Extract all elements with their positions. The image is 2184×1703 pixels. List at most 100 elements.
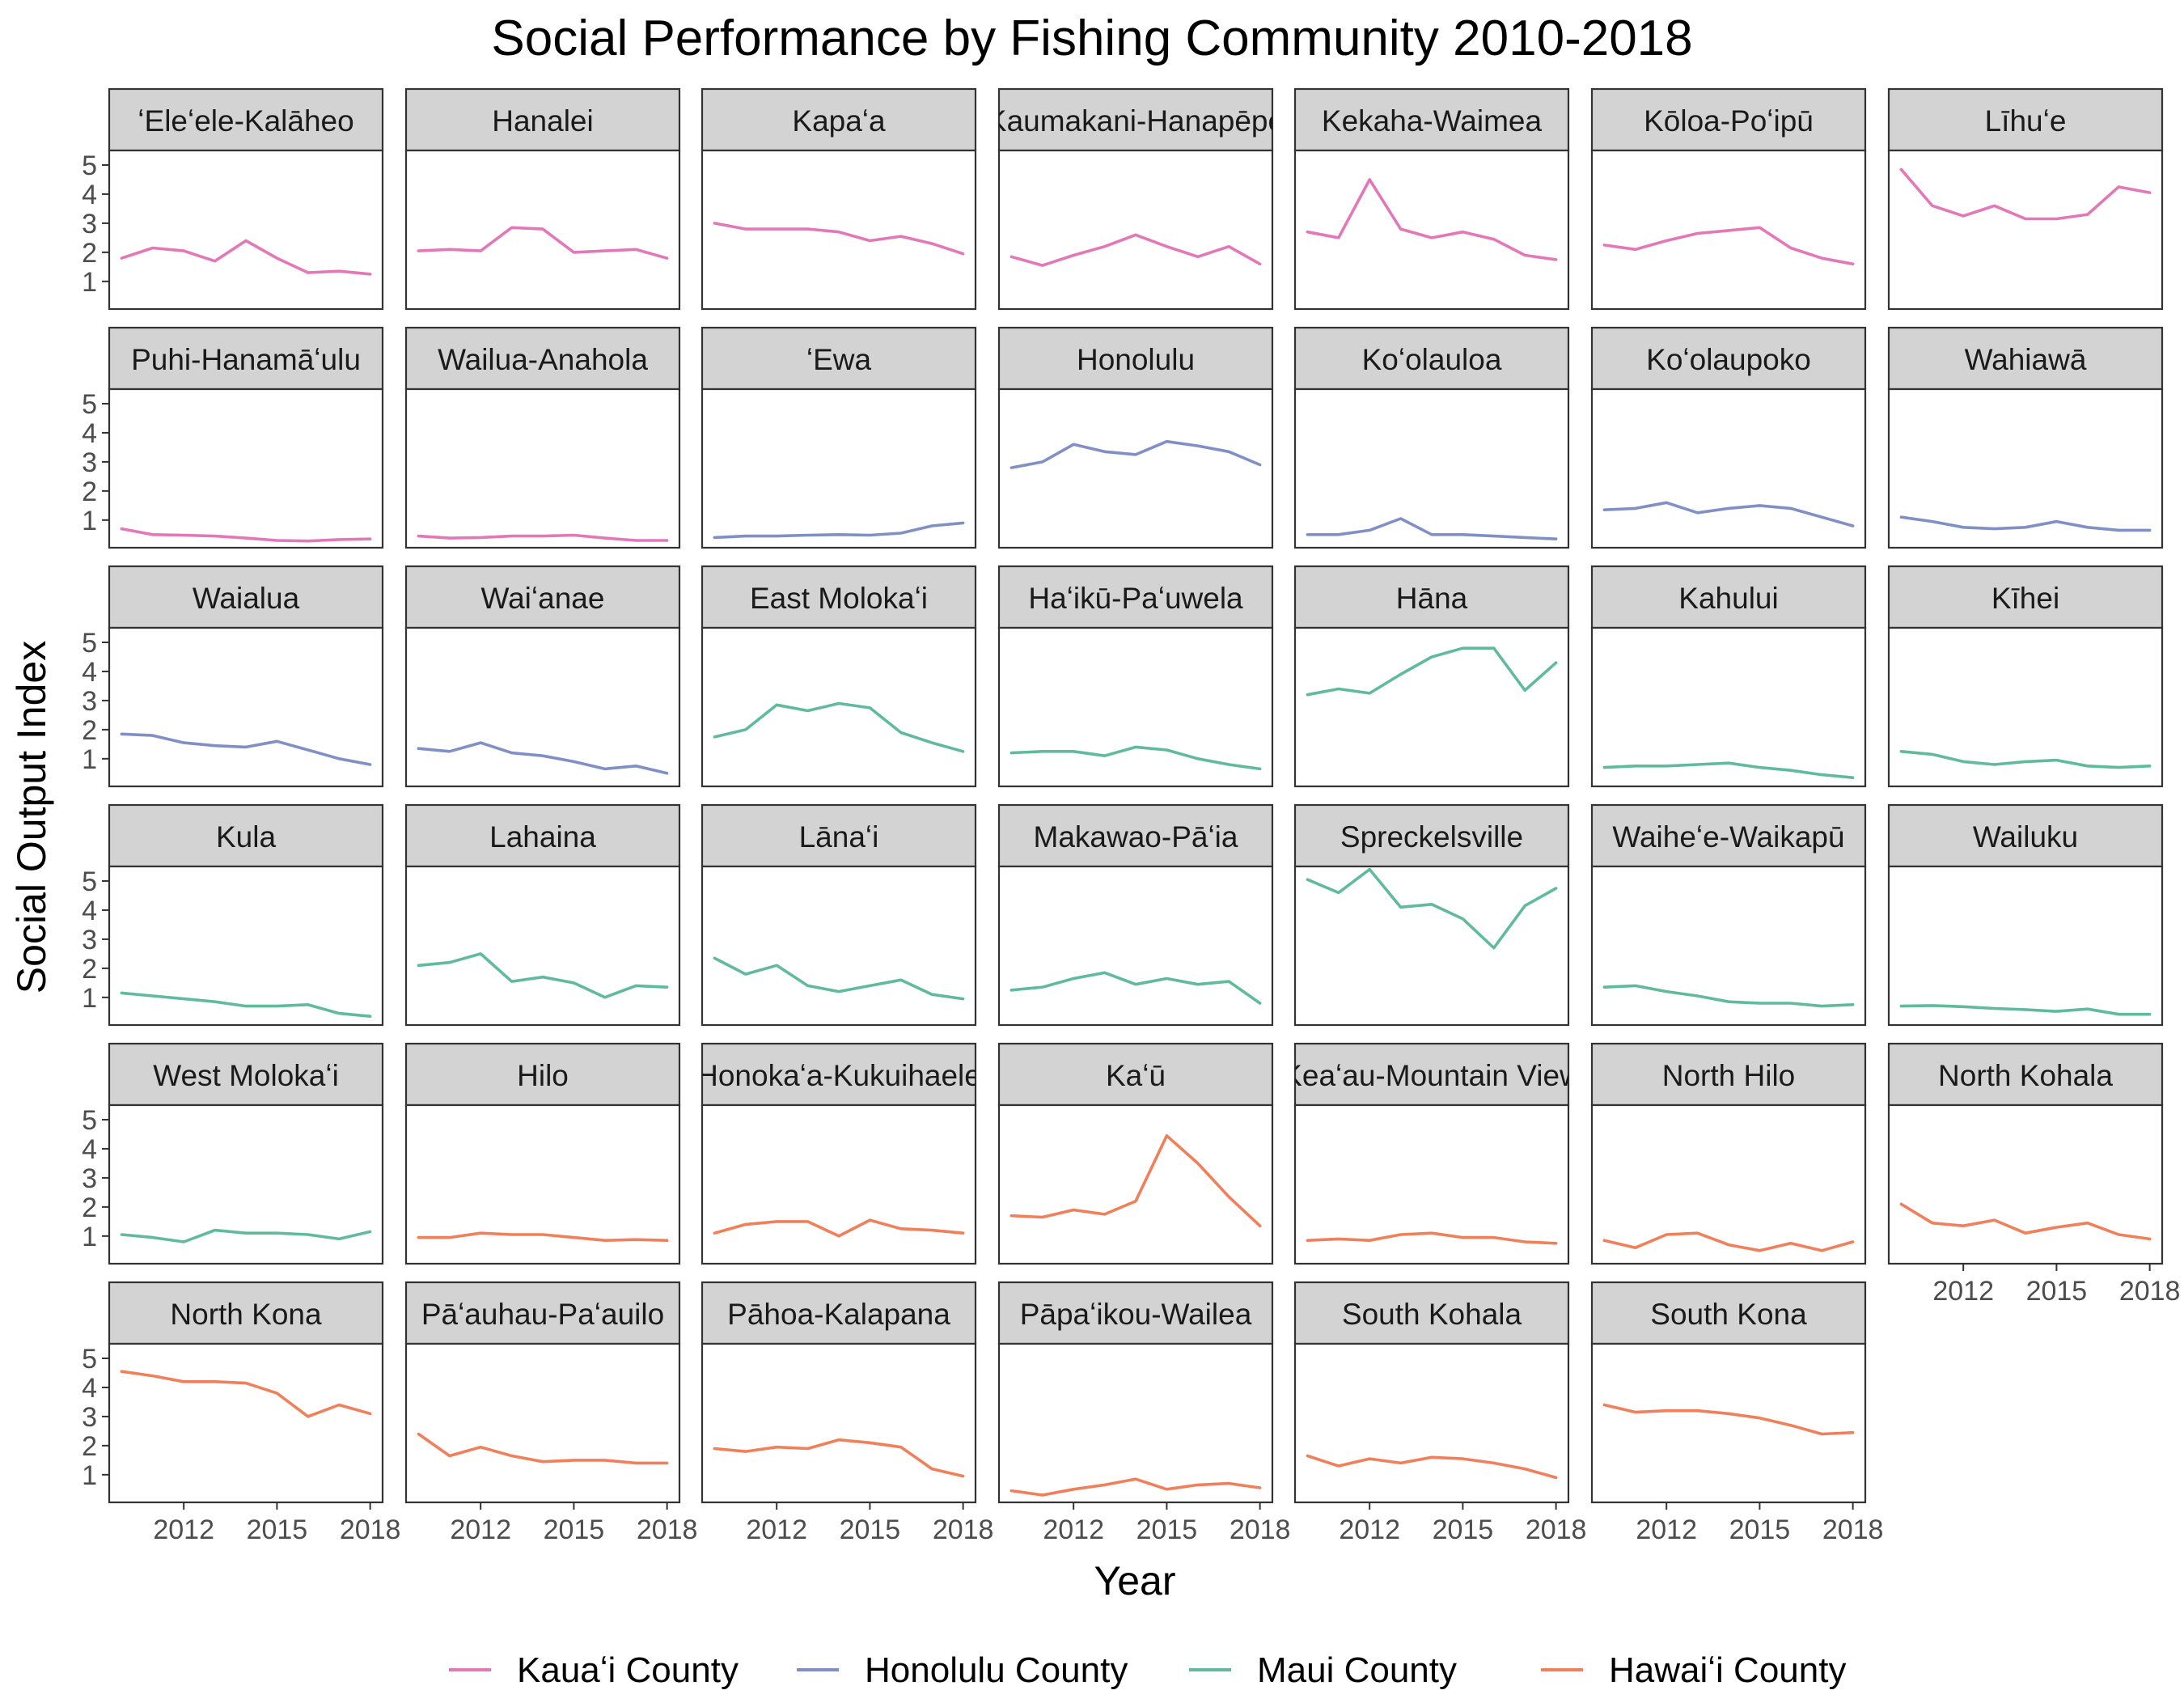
- facet-plot-area: [108, 626, 384, 788]
- facet-strip: [1590, 803, 1867, 868]
- facet-strip: [700, 326, 977, 391]
- series-line: [1306, 867, 1558, 950]
- y-axis-label: Social Output Index: [9, 641, 54, 993]
- facet-panel: Honokaʻa-Kukuihaele: [700, 1042, 977, 1265]
- facet-plot-area: [108, 1104, 384, 1265]
- y-tick-label: 2: [82, 238, 97, 269]
- series-line: [1602, 1403, 1855, 1436]
- facet-strip-label: Hanalei: [492, 104, 593, 138]
- facet-plot-area: [404, 626, 681, 788]
- x-tick-label: 2015: [544, 1514, 605, 1545]
- x-tick-label: 2015: [1433, 1514, 1494, 1545]
- facet-panel: Hanalei: [404, 87, 681, 311]
- y-tick-label: 2: [82, 477, 97, 507]
- series-line: [713, 222, 965, 256]
- facet-strip: [108, 1281, 384, 1345]
- legend: Kauaʻi County Honolulu County Maui County H…: [449, 1650, 1846, 1690]
- facet-panel: Wailuku: [1887, 803, 2164, 1027]
- y-tick-label: 3: [82, 209, 97, 239]
- x-tick-label: 2018: [2119, 1276, 2181, 1307]
- facet-strip: [997, 326, 1274, 391]
- x-tick-label: 2018: [933, 1514, 994, 1545]
- facet-strip: [1293, 87, 1570, 152]
- series-line: [1602, 761, 1855, 780]
- facet-panel: Koʻolauloa: [1293, 326, 1570, 549]
- facet-strip-label: Kula: [216, 820, 276, 854]
- facet-panel: Kōloa-Poʻipū: [1590, 87, 1867, 311]
- facet-strip: [108, 565, 384, 629]
- facet-strip-label: Koʻolaupoko: [1646, 343, 1811, 376]
- facet-panel: Wailua-Anahola: [404, 326, 681, 549]
- series-line: [417, 226, 669, 260]
- x-tick-label: 2015: [2026, 1276, 2088, 1307]
- y-tick-label: 3: [82, 686, 97, 717]
- chart-title: Social Performance by Fishing Community …: [491, 11, 1692, 66]
- facet-panel: Kaumakani-Hanapēpē: [997, 87, 1274, 311]
- facet-panel: Waiʻanae: [404, 565, 681, 788]
- y-tick-label: 5: [82, 866, 97, 897]
- y-tick-label: 1: [82, 1222, 97, 1252]
- facet-strip: [1293, 565, 1570, 629]
- facet-panel: North Kohala 2012 2015 2018: [1887, 1042, 2181, 1307]
- y-tick-label: 5: [82, 1344, 97, 1375]
- series-line: [1306, 646, 1558, 697]
- y-tick-label: 4: [82, 896, 97, 926]
- y-tick-label: 3: [82, 925, 97, 955]
- series-line: [120, 991, 372, 1018]
- facet-strip: [1887, 803, 2164, 868]
- facet-strip-label: Wailua-Anahola: [438, 343, 648, 376]
- facet-strip-label: Līhuʻe: [1985, 104, 2067, 138]
- y-tick-label: 5: [82, 628, 97, 659]
- facet-plot-area: [1887, 149, 2164, 311]
- facet-strip-label: Pāʻauhau-Paʻauilo: [421, 1298, 664, 1331]
- facet-plot-area: [1887, 388, 2164, 549]
- facet-strip: [700, 87, 977, 152]
- y-tick-label: 1: [82, 744, 97, 775]
- y-tick-label: 5: [82, 150, 97, 181]
- y-tick-label: 4: [82, 657, 97, 688]
- y-tick-label: 1: [82, 983, 97, 1014]
- facet-panel: South Kona 2012 2015 2018: [1590, 1281, 1884, 1545]
- facet-plot-area: [108, 388, 384, 549]
- legend-label: Hawaiʻi County: [1609, 1650, 1846, 1690]
- facet-strip-label: Kaʻū: [1106, 1059, 1166, 1092]
- facet-strip-label: North Kona: [170, 1298, 322, 1331]
- facet-plot-area: [997, 388, 1274, 549]
- y-tick-label: 1: [82, 1460, 97, 1491]
- facet-plot-area: [700, 626, 977, 788]
- facet-panel: Lānaʻi: [700, 803, 977, 1027]
- series-line: [1306, 1231, 1558, 1245]
- facet-strip: [700, 1042, 977, 1107]
- facet-plot-area: [108, 865, 384, 1027]
- facet-plot-area: [404, 1342, 681, 1504]
- facet-strip: [700, 565, 977, 629]
- x-tick-label: 2015: [1136, 1514, 1198, 1545]
- facet-strip-label: North Kohala: [1938, 1059, 2113, 1092]
- facet-strip: [1590, 1042, 1867, 1107]
- facet-strip-label: South Kohala: [1342, 1298, 1522, 1331]
- y-tick-label: 2: [82, 1431, 97, 1462]
- series-line: [1602, 226, 1855, 266]
- facet-panel: Līhuʻe: [1887, 87, 2164, 311]
- facet-plot-area: [108, 149, 384, 311]
- facet-plot-area: [997, 149, 1274, 311]
- series-line: [713, 1218, 965, 1238]
- x-tick-label: 2012: [450, 1514, 511, 1545]
- facet-strip-label: Haʻikū-Paʻuwela: [1028, 582, 1243, 615]
- x-tick-label: 2018: [1822, 1514, 1884, 1545]
- facet-strip-label: Hāna: [1396, 582, 1468, 615]
- facet-strip-label: Puhi-Hanamāʻulu: [131, 343, 361, 376]
- facet-strip: [997, 87, 1274, 152]
- facet-panel: Hilo: [404, 1042, 681, 1265]
- facet-plot-area: [1293, 1342, 1570, 1504]
- facet-panel: Lahaina: [404, 803, 681, 1027]
- facet-panel: Kīhei: [1887, 565, 2164, 788]
- series-line: [417, 1432, 669, 1465]
- facet-strip: [1293, 803, 1570, 868]
- facet-strip: [404, 1281, 681, 1345]
- facet-strip-label: Wailuku: [1973, 820, 2078, 854]
- facet-plot-area: [1887, 626, 2164, 788]
- series-line: [1306, 178, 1558, 261]
- legend-label: Honolulu County: [865, 1650, 1128, 1690]
